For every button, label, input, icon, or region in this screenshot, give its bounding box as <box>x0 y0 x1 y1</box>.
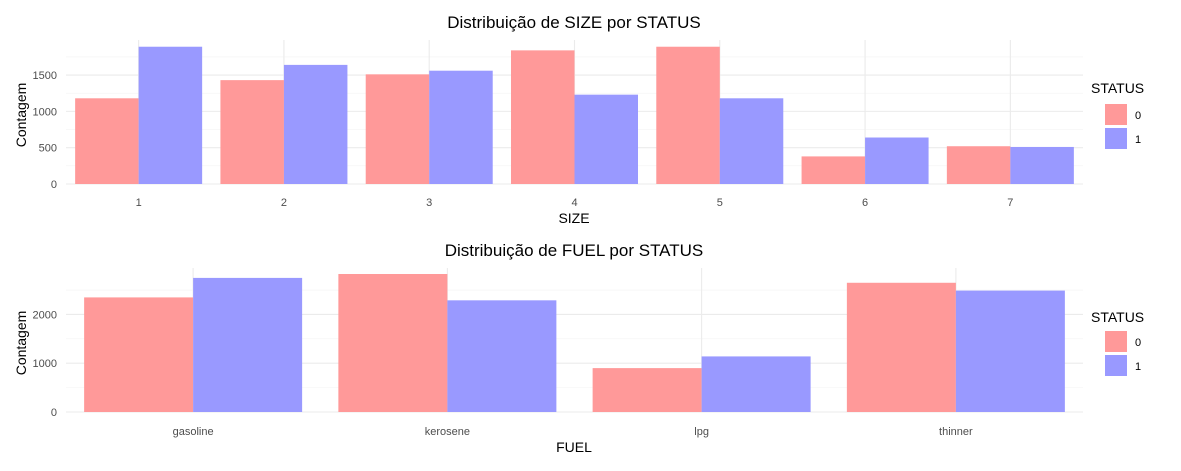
y-tick-label: 1000 <box>33 106 57 118</box>
bar-7-status-1 <box>1010 146 1074 184</box>
x-tick-label: lpg <box>694 426 709 438</box>
y-axis-title: Contagem <box>13 311 29 376</box>
legend: STATUS 0 1 <box>1091 309 1144 376</box>
legend-key-0 <box>1105 331 1127 352</box>
legend: STATUS 0 1 <box>1091 80 1144 149</box>
bar-5-status-1 <box>719 98 784 184</box>
y-tick-label: 1000 <box>33 358 57 370</box>
chart-title: Distribuição de FUEL por STATUS <box>445 241 704 260</box>
y-tick-label: 500 <box>39 143 57 155</box>
chart-panel-1: 0 500 1000 1500 1 2 3 4 5 6 7 Distribuição de SIZE … <box>13 13 1144 226</box>
bar-gasoline-status-0 <box>84 297 194 412</box>
x-tick-label: thinner <box>939 426 973 438</box>
bar-kerosene-status-1 <box>447 300 557 412</box>
bar-thinner-status-1 <box>955 290 1065 412</box>
legend-label: 0 <box>1135 337 1141 349</box>
bar-2-status-0 <box>220 80 284 184</box>
bar-4-status-1 <box>574 94 638 184</box>
bar-2-status-1 <box>283 64 348 184</box>
x-tick-label: 1 <box>136 197 142 209</box>
x-tick-label: 5 <box>717 197 723 209</box>
chart-title: Distribuição de SIZE por STATUS <box>447 13 701 32</box>
y-axis-title: Contagem <box>13 83 29 148</box>
legend-key-1 <box>1105 128 1127 149</box>
x-tick-label: 4 <box>571 197 577 209</box>
bar-1-status-1 <box>138 46 203 184</box>
x-tick-label: gasoline <box>173 426 214 438</box>
bar-thinner-status-0 <box>846 282 956 412</box>
legend-label: 1 <box>1135 361 1141 373</box>
x-tick-label: 2 <box>281 197 287 209</box>
bar-lpg-status-0 <box>592 368 702 412</box>
x-axis-title: SIZE <box>558 210 589 226</box>
legend-label: 0 <box>1135 110 1141 122</box>
x-axis-title: FUEL <box>556 439 592 455</box>
y-tick-label: 0 <box>51 179 57 191</box>
x-tick-label: 7 <box>1007 197 1013 209</box>
bar-5-status-0 <box>656 46 720 184</box>
legend-key-1 <box>1105 355 1127 376</box>
bar-kerosene-status-0 <box>338 274 448 412</box>
x-tick-label: 6 <box>862 197 868 209</box>
x-tick-label: 3 <box>426 197 432 209</box>
bar-lpg-status-1 <box>701 356 811 412</box>
legend-title: STATUS <box>1091 80 1144 96</box>
bar-1-status-0 <box>75 98 139 184</box>
x-tick-label: kerosene <box>425 426 470 438</box>
bar-6-status-0 <box>801 156 866 184</box>
bar-6-status-1 <box>865 137 929 184</box>
bar-4-status-0 <box>511 50 575 184</box>
bar-gasoline-status-1 <box>193 277 303 412</box>
bar-3-status-0 <box>365 74 430 184</box>
y-tick-label: 0 <box>51 407 57 419</box>
y-tick-label: 2000 <box>33 309 57 321</box>
bar-7-status-0 <box>946 146 1011 184</box>
y-tick-label: 1500 <box>33 70 57 82</box>
chart-panel-2: 0 1000 2000 gasoline kerosene lpg thinner Distr… <box>13 241 1144 455</box>
legend-label: 1 <box>1135 134 1141 146</box>
bar-3-status-1 <box>429 70 493 184</box>
legend-title: STATUS <box>1091 309 1144 325</box>
legend-key-0 <box>1105 104 1127 125</box>
